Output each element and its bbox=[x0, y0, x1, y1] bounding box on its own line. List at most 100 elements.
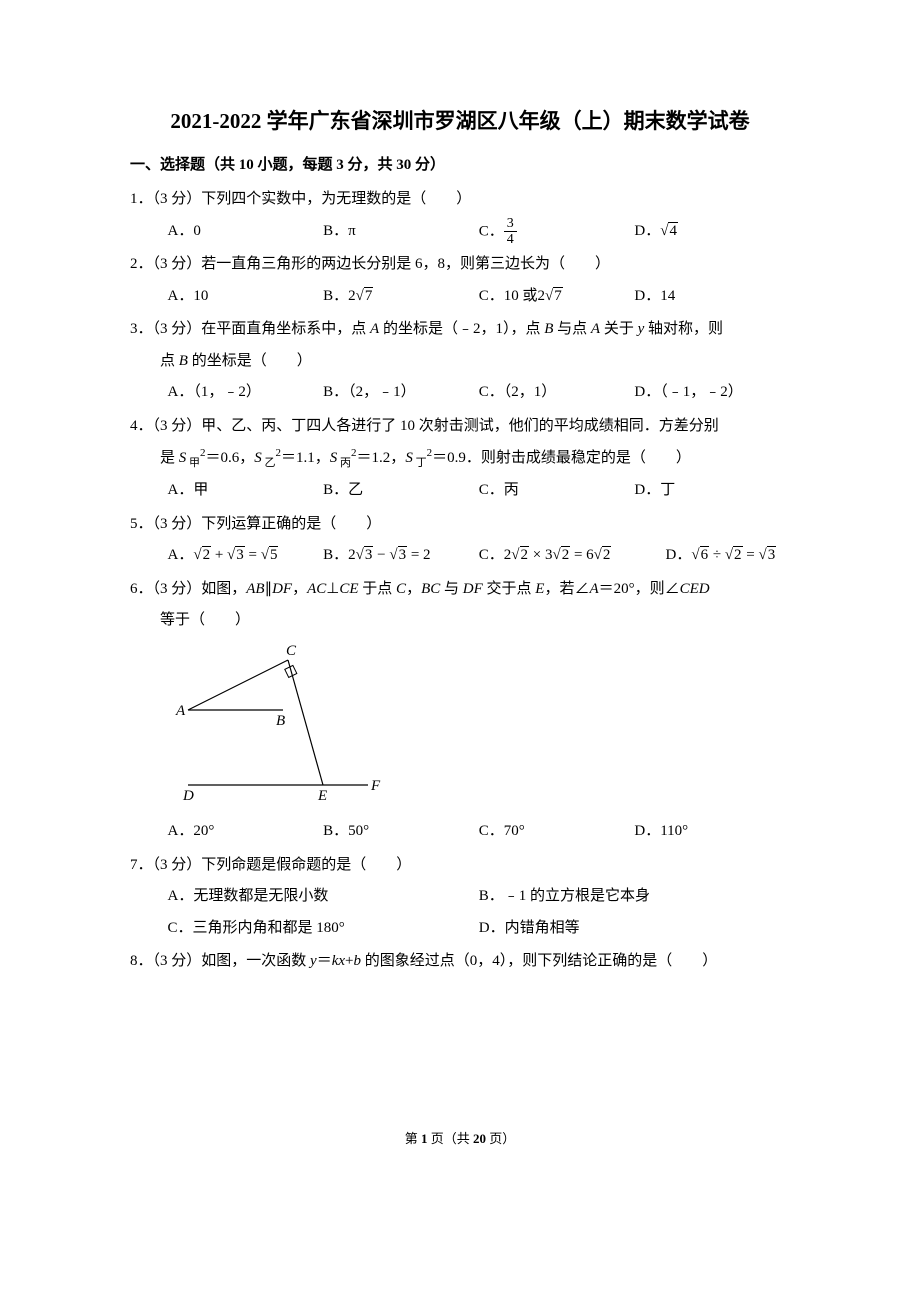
q3-t2: 的坐标是（﹣2，1），点 bbox=[379, 321, 544, 337]
var-B: B bbox=[179, 353, 188, 369]
sqrt-radicand: 7 bbox=[553, 287, 563, 304]
ft: 页（共 bbox=[427, 1131, 473, 1146]
sub-bing: 丙 bbox=[337, 457, 351, 469]
r: 2 bbox=[202, 546, 212, 563]
q3-c2: 的坐标是（ ） bbox=[188, 353, 312, 369]
q3-t5: 轴对称，则 bbox=[644, 321, 723, 337]
sqrt-icon: √7 bbox=[356, 287, 374, 304]
sqrt-icon: √3 bbox=[356, 546, 374, 563]
exam-title: 2021-2022 学年广东省深圳市罗湖区八年级（上）期末数学试卷 bbox=[130, 105, 790, 135]
q8-stem: 8．（3 分）如图，一次函数 y＝kx+b 的图象经过点（0，4），则下列结论正… bbox=[130, 946, 790, 978]
fraction-icon: 34 bbox=[504, 216, 517, 248]
q5-option-b: B．2√3 − √3 = 2 bbox=[323, 540, 479, 572]
q1-option-a: A．0 bbox=[168, 216, 324, 248]
var-DF: DF bbox=[272, 581, 292, 597]
q5d-pre: D． bbox=[666, 547, 692, 563]
var-A: A bbox=[589, 581, 598, 597]
q7-option-b: B．﹣1 的立方根是它本身 bbox=[479, 881, 790, 913]
sqrt-icon: √3 bbox=[227, 546, 245, 563]
sub-yi: 乙 bbox=[262, 457, 276, 469]
q6-options: A．20° B．50° C．70° D．110° bbox=[130, 816, 790, 848]
q4-c5: ＝0.9．则射击成绩最稳定的是（ ） bbox=[432, 450, 691, 466]
r: 3 bbox=[364, 546, 374, 563]
sqrt-icon: √3 bbox=[759, 546, 777, 563]
var-A: A bbox=[370, 321, 379, 337]
var-C: C bbox=[396, 581, 406, 597]
q2-b-prefix: B．2 bbox=[323, 288, 356, 304]
t: ＝20°，则∠ bbox=[599, 581, 680, 597]
q3-option-b: B．（2，﹣1） bbox=[323, 377, 479, 409]
q4-c4: ＝1.2， bbox=[357, 450, 406, 466]
q5-option-d: D．√6 ÷ √2 = √3 bbox=[666, 540, 791, 572]
q6-option-b: B．50° bbox=[323, 816, 479, 848]
r: 2 bbox=[733, 546, 743, 563]
q4-option-b: B．乙 bbox=[323, 475, 479, 507]
var-S: S bbox=[254, 450, 262, 466]
question-1: 1．（3 分）下列四个实数中，为无理数的是（ ） A．0 B．π C．34 D．… bbox=[130, 184, 790, 247]
t: 交于点 bbox=[483, 581, 536, 597]
t: 6．（3 分）如图， bbox=[130, 581, 246, 597]
q7-option-d: D．内错角相等 bbox=[479, 913, 790, 945]
t: ， bbox=[406, 581, 421, 597]
t: ÷ bbox=[709, 547, 725, 563]
q2-option-a: A．10 bbox=[168, 281, 324, 313]
var-kx: kx bbox=[332, 953, 345, 969]
sqrt-icon: √7 bbox=[545, 287, 563, 304]
question-8: 8．（3 分）如图，一次函数 y＝kx+b 的图象经过点（0，4），则下列结论正… bbox=[130, 946, 790, 978]
q2-option-c: C．10 或2√7 bbox=[479, 281, 635, 313]
q1-options: A．0 B．π C．34 D．√4 bbox=[130, 216, 790, 248]
sqrt-icon: √6 bbox=[691, 546, 709, 563]
perp-icon: ⊥ bbox=[326, 581, 339, 597]
q5-options: A．√2 + √3 = √5 B．2√3 − √3 = 2 C．2√2 × 3√… bbox=[130, 540, 790, 572]
frac-den: 4 bbox=[504, 232, 517, 247]
t: = 6 bbox=[570, 547, 593, 563]
label-C: C bbox=[286, 645, 297, 659]
label-E: E bbox=[317, 788, 327, 800]
q4-option-c: C．丙 bbox=[479, 475, 635, 507]
t: 于点 bbox=[359, 581, 397, 597]
frac-num: 3 bbox=[504, 216, 517, 232]
r: 5 bbox=[269, 546, 279, 563]
var-y: y bbox=[310, 953, 317, 969]
q4-c2: ＝0.6， bbox=[206, 450, 255, 466]
r: 2 bbox=[602, 546, 612, 563]
var-A: A bbox=[591, 321, 600, 337]
var-AC: AC bbox=[307, 581, 326, 597]
sqrt-icon: √2 bbox=[193, 546, 211, 563]
q3-t1: 3．（3 分）在平面直角坐标系中，点 bbox=[130, 321, 370, 337]
question-4: 4．（3 分）甲、乙、丙、丁四人各进行了 10 次射击测试，他们的平均成绩相同．… bbox=[130, 411, 790, 507]
sqrt-radicand: 7 bbox=[364, 287, 374, 304]
parallel-icon: ∥ bbox=[265, 581, 273, 597]
sqrt-icon: √2 bbox=[511, 546, 529, 563]
t: 的图象经过点（0，4），则下列结论正确的是（ ） bbox=[361, 953, 717, 969]
q3-option-a: A．（1，﹣2） bbox=[168, 377, 324, 409]
q3-c1: 点 bbox=[160, 353, 179, 369]
sqrt-radicand: 4 bbox=[668, 222, 678, 239]
q7-option-a: A．无理数都是无限小数 bbox=[168, 881, 479, 913]
question-5: 5．（3 分）下列运算正确的是（ ） A．√2 + √3 = √5 B．2√3 … bbox=[130, 509, 790, 572]
var-S: S bbox=[405, 450, 413, 466]
q4-cont: 是 S 甲2＝0.6，S 乙2＝1.1，S 丙2＝1.2，S 丁2＝0.9．则射… bbox=[130, 442, 790, 475]
q4-c3: ＝1.1， bbox=[281, 450, 330, 466]
q7-option-c: C．三角形内角和都是 180° bbox=[168, 913, 479, 945]
sqrt-icon: √3 bbox=[389, 546, 407, 563]
sqrt-icon: √4 bbox=[660, 222, 678, 239]
var-BC: BC bbox=[421, 581, 440, 597]
t: = 2 bbox=[407, 547, 430, 563]
var-DF: DF bbox=[463, 581, 483, 597]
q3-t4: 关于 bbox=[600, 321, 638, 337]
sub-ding: 丁 bbox=[413, 457, 427, 469]
ft: 第 bbox=[405, 1131, 421, 1146]
q2-option-d: D．14 bbox=[634, 281, 790, 313]
r: 3 bbox=[235, 546, 245, 563]
var-b: b bbox=[354, 953, 362, 969]
q6-stem: 6．（3 分）如图，AB∥DF，AC⊥CE 于点 C，BC 与 DF 交于点 E… bbox=[130, 574, 790, 606]
geometry-diagram-icon: A B C D E F bbox=[168, 645, 388, 800]
t: 与 bbox=[440, 581, 463, 597]
q4-c1: 是 bbox=[160, 450, 179, 466]
q1-stem: 1．（3 分）下列四个实数中，为无理数的是（ ） bbox=[130, 184, 790, 216]
q6-option-c: C．70° bbox=[479, 816, 635, 848]
q1-option-c: C．34 bbox=[479, 216, 635, 248]
r: 3 bbox=[398, 546, 408, 563]
q2-option-b: B．2√7 bbox=[323, 281, 479, 313]
